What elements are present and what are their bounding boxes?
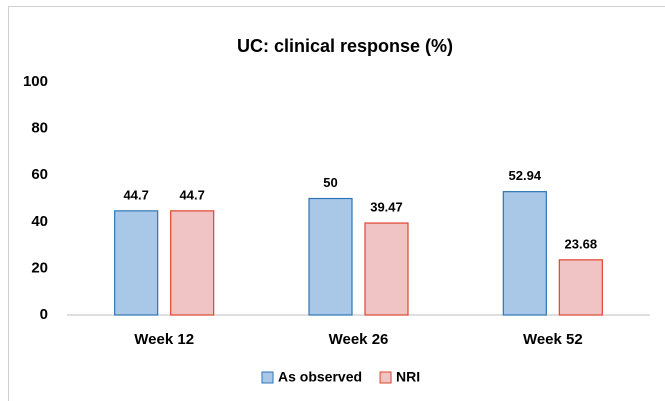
data-label: 44.7	[124, 187, 149, 202]
data-label: 52.94	[509, 168, 542, 183]
y-tick-label: 40	[31, 213, 48, 230]
legend-swatch	[379, 371, 392, 384]
data-label: 39.47	[370, 199, 403, 214]
data-label: 50	[323, 175, 337, 190]
bar	[364, 222, 409, 316]
chart-title: UC: clinical response (%)	[237, 36, 453, 56]
bar	[502, 191, 547, 316]
bar	[308, 197, 353, 316]
bar	[170, 210, 215, 316]
y-tick-label: 60	[31, 166, 48, 183]
y-tick-label: 80	[31, 120, 48, 137]
data-label: 23.68	[565, 236, 598, 251]
bar	[558, 259, 603, 316]
y-tick-label: 0	[40, 306, 48, 323]
y-tick-label: 20	[31, 259, 48, 276]
legend-label: As observed	[278, 369, 362, 385]
bar	[114, 210, 159, 316]
x-tick-label: Week 52	[523, 331, 583, 348]
y-tick-label: 100	[23, 73, 48, 90]
legend-label: NRI	[396, 369, 420, 385]
data-label: 44.7	[180, 187, 205, 202]
x-tick-label: Week 12	[134, 331, 194, 348]
legend-swatch	[261, 371, 274, 384]
chart-frame	[8, 6, 665, 401]
x-tick-label: Week 26	[329, 331, 389, 348]
